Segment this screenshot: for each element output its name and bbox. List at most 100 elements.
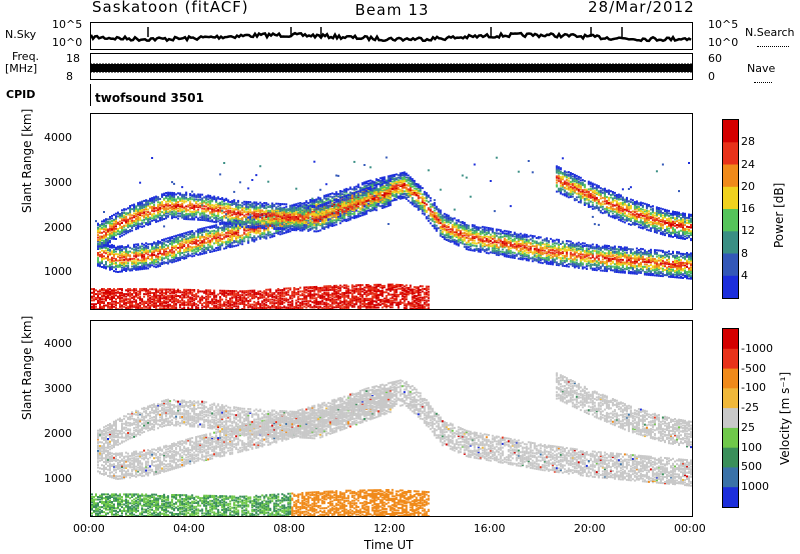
power-cell (251, 222, 254, 225)
power-cell (107, 239, 109, 242)
power-cell (191, 300, 194, 303)
power-cell (137, 304, 140, 307)
power-cell (293, 203, 296, 206)
power-cell (197, 245, 200, 247)
power-cell (127, 259, 130, 262)
power-cell (95, 303, 97, 306)
power-cell (119, 298, 121, 301)
power-cell (173, 292, 176, 295)
power-cell (319, 209, 322, 212)
power-cell (195, 241, 198, 244)
power-cell (287, 208, 290, 211)
power-cell (293, 216, 296, 219)
power-cell (303, 295, 306, 298)
power-cell (127, 226, 130, 229)
power-cell (321, 219, 324, 222)
power-cell (109, 302, 111, 304)
power-cell (129, 300, 132, 303)
power-cell (175, 246, 178, 249)
power-cell (215, 239, 218, 242)
power-cell (121, 255, 123, 258)
power-cell (319, 288, 322, 291)
power-cell (145, 263, 148, 266)
power-cell (311, 217, 314, 220)
power-cell (127, 245, 130, 248)
power-cell (303, 217, 306, 219)
power-cell (229, 217, 232, 220)
power-cell (209, 212, 212, 215)
power-cell (101, 231, 103, 234)
power-cell (101, 288, 103, 291)
power-cell (283, 214, 286, 217)
power-cell (201, 230, 204, 233)
power-cell (233, 203, 236, 205)
power-cell (179, 208, 182, 211)
power-cell (263, 306, 266, 309)
power-cell (147, 294, 150, 297)
power-cell (243, 290, 246, 293)
power-cell (247, 227, 250, 230)
power-cell (97, 236, 99, 239)
power-cell (97, 246, 99, 249)
power-cell (151, 298, 154, 301)
power-cell (259, 165, 262, 168)
power-cell (209, 230, 212, 233)
power-cell (271, 213, 274, 216)
power-cell (171, 292, 174, 295)
power-cell (117, 296, 119, 299)
power-cell (207, 246, 210, 249)
power-cell (215, 230, 218, 233)
power-cell (213, 232, 216, 235)
power-cell (243, 223, 246, 226)
power-cell (131, 308, 134, 309)
power-cell (197, 306, 200, 309)
power-cell (231, 301, 234, 304)
power-cell (331, 297, 334, 300)
power-cell (231, 202, 234, 205)
power-cell (255, 174, 258, 177)
power-cell (169, 292, 172, 295)
power-cell (155, 245, 158, 248)
power-cell (167, 291, 170, 294)
power-cell (297, 215, 300, 218)
power-cell (139, 267, 142, 270)
power-cell (125, 295, 128, 298)
power-cell (147, 202, 150, 205)
power-cell (281, 214, 284, 217)
power-cell (207, 218, 210, 221)
power-cell (271, 234, 274, 237)
power-cell (137, 252, 140, 255)
power-cell (203, 249, 206, 252)
power-cell (325, 195, 328, 198)
power-cell (297, 224, 300, 227)
power-cell (139, 207, 142, 210)
power-cell (201, 215, 204, 218)
power-cell (123, 253, 126, 256)
power-cell (173, 206, 176, 208)
power-cell (127, 264, 130, 267)
power-cell (171, 246, 174, 249)
power-cell (295, 307, 298, 309)
power-cell (273, 227, 276, 230)
power-cell (93, 294, 95, 297)
power-cell (173, 213, 176, 216)
power-cell (253, 218, 256, 221)
power-cell (269, 223, 272, 226)
power-cell (137, 226, 140, 229)
power-cell (233, 190, 236, 193)
power-cell (191, 294, 194, 296)
power-cell (179, 203, 182, 206)
power-cell (185, 209, 188, 212)
power-cell (127, 252, 130, 255)
power-cell (267, 228, 270, 231)
power-cell (137, 268, 140, 271)
power-cell (247, 221, 250, 224)
power-cell (259, 303, 262, 306)
power-cell (237, 231, 240, 234)
power-cell (245, 234, 248, 237)
power-cell (129, 210, 132, 213)
power-cell (259, 201, 262, 204)
power-cell (191, 231, 194, 234)
power-cell (283, 220, 286, 223)
power-cell (129, 258, 132, 261)
